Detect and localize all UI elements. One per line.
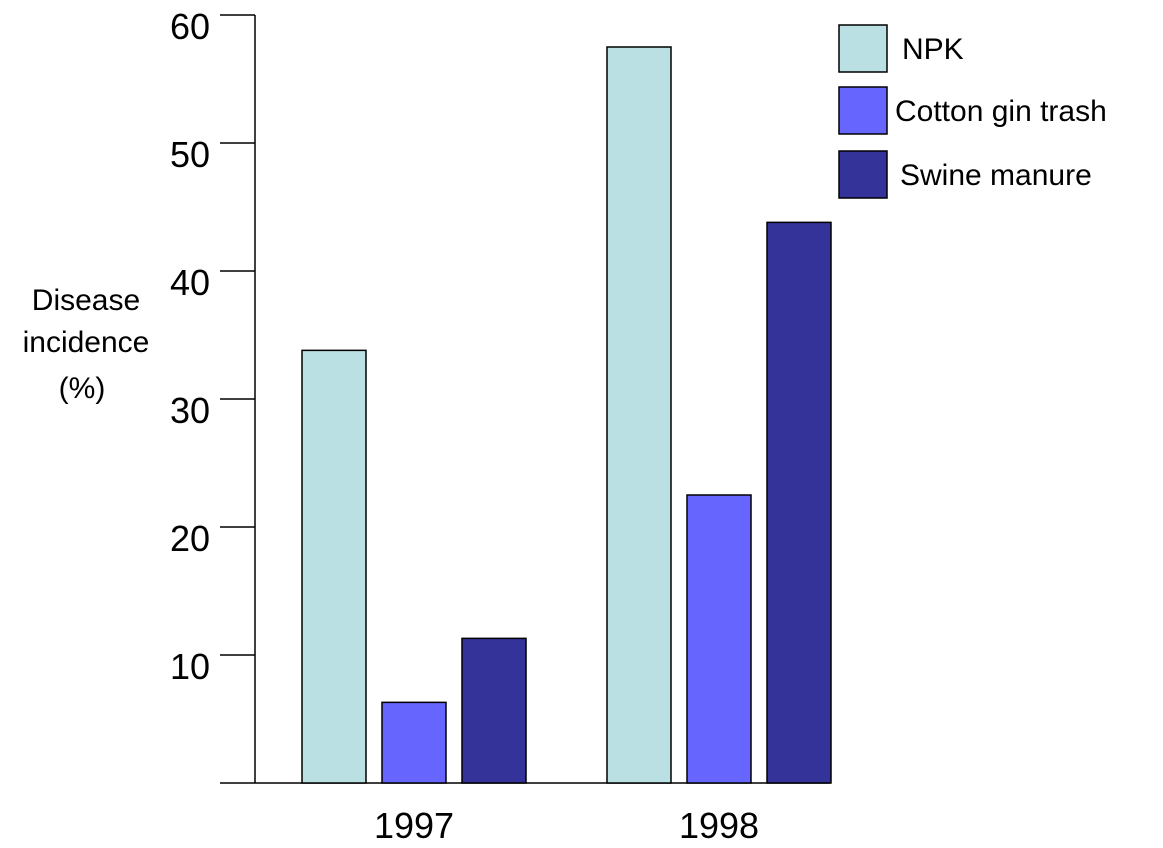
y-tick-label: 50	[170, 134, 210, 175]
y-axis-label-line-2: incidence	[23, 326, 150, 359]
x-axis-ticks: 1997 1998	[374, 805, 759, 846]
y-tick-label: 20	[170, 518, 210, 559]
bar-1998-swine-manure	[766, 221, 832, 784]
y-tick-label: 10	[170, 646, 210, 687]
y-axis-label: Disease incidence (%)	[23, 284, 150, 405]
legend-swatch	[838, 86, 888, 135]
x-tick-label: 1998	[679, 805, 759, 843]
legend-label: Swine manure	[900, 159, 1092, 192]
y-axis-ticks: 10 20 30 40 50 60	[170, 6, 255, 687]
bar-1998-cotton-gin-trash	[686, 494, 752, 784]
legend: NPK Cotton gin trash Swine manure	[838, 24, 1107, 199]
y-tick-label: 40	[170, 262, 210, 303]
bar-1998-npk	[606, 46, 672, 784]
y-tick-label: 60	[170, 6, 210, 47]
legend-label: Cotton gin trash	[895, 95, 1107, 128]
bar-1997-npk	[301, 349, 367, 784]
legend-swatch	[838, 24, 888, 73]
legend-label: NPK	[902, 33, 964, 66]
bar-1997-cotton-gin-trash	[381, 701, 447, 784]
x-tick-label: 1997	[374, 805, 454, 843]
y-axis-label-line-3: (%)	[59, 372, 106, 405]
y-axis-label-line-1: Disease	[32, 284, 140, 317]
y-tick-label: 30	[170, 390, 210, 431]
bars-group	[301, 46, 832, 784]
bar-1997-swine-manure	[461, 637, 527, 784]
legend-swatch	[838, 150, 888, 199]
